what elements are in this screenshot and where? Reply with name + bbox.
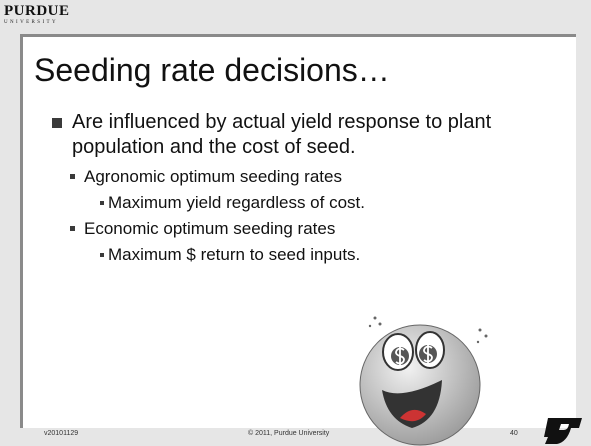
slide: PURDUE UNIVERSITY Seeding rate decisions… (0, 0, 591, 446)
footer-version: v20101129 (44, 430, 78, 437)
purdue-p-logo (544, 418, 582, 444)
footer-copyright: © 2011, Purdue University (248, 430, 329, 437)
smiley-art (0, 0, 591, 446)
footer-page-number: 40 (510, 430, 518, 437)
